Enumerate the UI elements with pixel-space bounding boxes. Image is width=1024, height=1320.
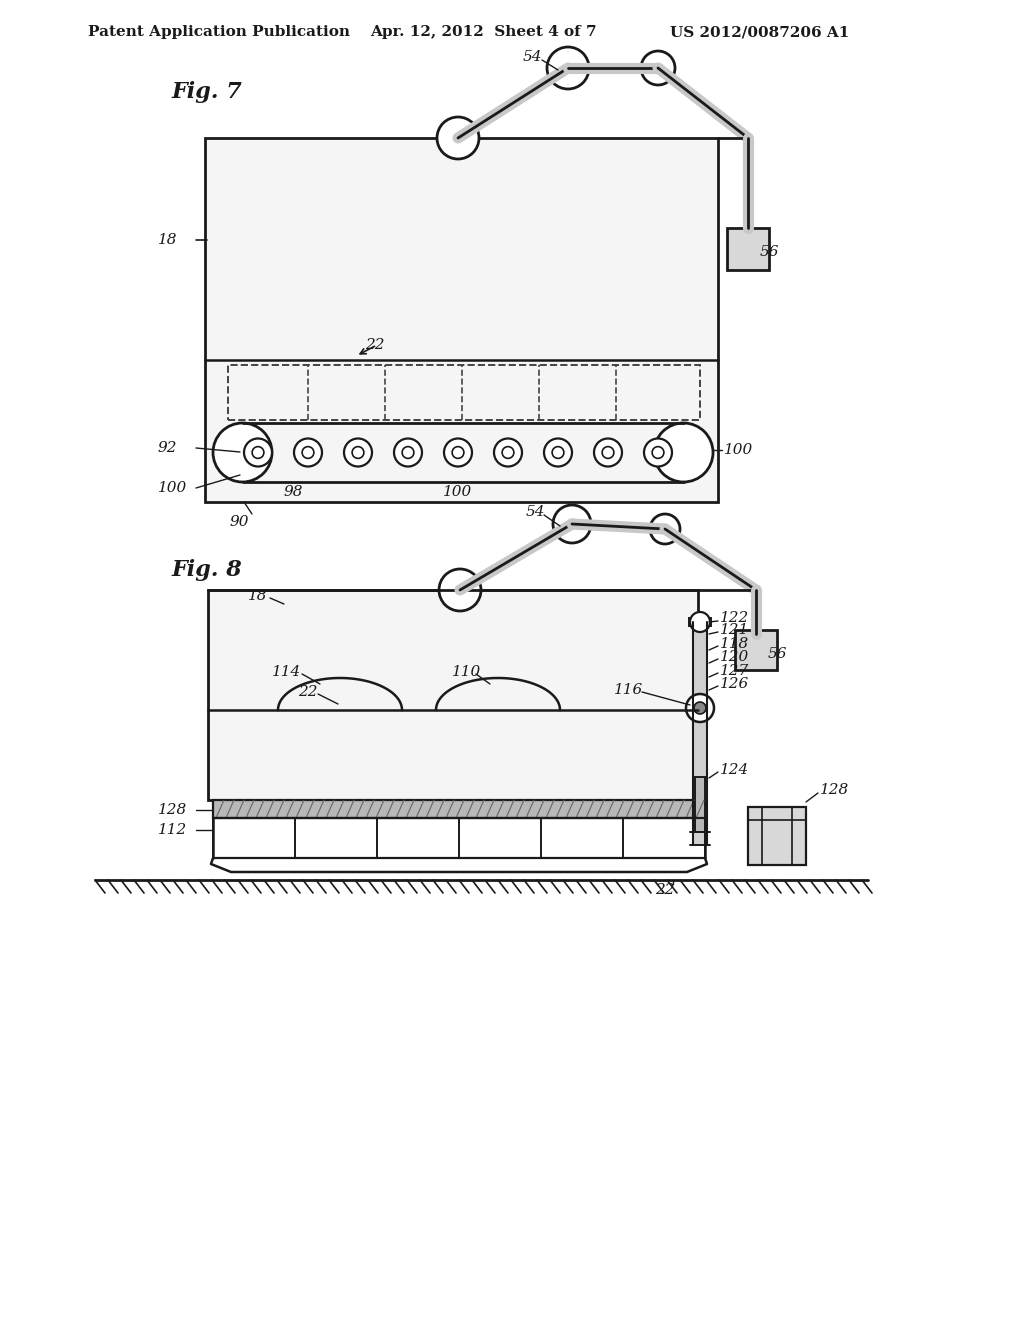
Circle shape (594, 438, 622, 466)
Circle shape (652, 446, 664, 458)
Text: 121: 121 (720, 623, 750, 638)
Circle shape (690, 612, 710, 632)
Text: Fig. 8: Fig. 8 (172, 558, 243, 581)
Text: 100: 100 (443, 484, 472, 499)
Bar (689, 618, 711, 626)
Text: 124: 124 (720, 763, 750, 777)
Circle shape (654, 422, 713, 482)
Text: 54: 54 (526, 506, 546, 519)
Bar (208, 590, 698, 800)
Circle shape (502, 446, 514, 458)
Circle shape (444, 438, 472, 466)
Text: 110: 110 (452, 665, 481, 678)
Bar (213, 800, 705, 818)
Text: 126: 126 (720, 677, 750, 690)
Circle shape (553, 506, 591, 543)
Circle shape (394, 438, 422, 466)
Text: 100: 100 (724, 444, 754, 457)
Circle shape (439, 569, 481, 611)
Bar (205, 139, 718, 502)
Text: 116: 116 (614, 682, 643, 697)
Circle shape (602, 446, 613, 458)
Text: 98: 98 (283, 484, 302, 499)
Text: US 2012/0087206 A1: US 2012/0087206 A1 (670, 25, 849, 40)
Text: 114: 114 (272, 665, 301, 678)
Circle shape (352, 446, 364, 458)
Text: 100: 100 (158, 480, 187, 495)
Text: Fig. 7: Fig. 7 (172, 81, 243, 103)
Circle shape (544, 438, 572, 466)
Circle shape (453, 446, 464, 458)
Circle shape (294, 438, 322, 466)
Text: 56: 56 (760, 246, 779, 259)
Bar (693, 622, 707, 845)
Text: 22: 22 (655, 883, 675, 898)
Circle shape (252, 446, 264, 458)
Text: Apr. 12, 2012  Sheet 4 of 7: Apr. 12, 2012 Sheet 4 of 7 (370, 25, 597, 40)
Circle shape (650, 513, 680, 544)
Circle shape (694, 702, 706, 714)
Text: 128: 128 (158, 803, 187, 817)
Text: 56: 56 (768, 647, 787, 661)
Circle shape (641, 51, 675, 84)
Text: 18: 18 (248, 589, 267, 603)
Circle shape (213, 422, 272, 482)
Text: 127: 127 (720, 664, 750, 678)
Circle shape (494, 438, 522, 466)
Text: 122: 122 (720, 611, 750, 624)
Bar (735, 630, 777, 671)
Text: 92: 92 (158, 441, 177, 455)
Circle shape (547, 48, 589, 88)
Text: 118: 118 (720, 638, 750, 651)
Bar (748, 807, 806, 865)
Text: 22: 22 (365, 338, 384, 352)
Circle shape (644, 438, 672, 466)
Text: 120: 120 (720, 649, 750, 664)
Bar (228, 366, 700, 420)
Circle shape (344, 438, 372, 466)
Circle shape (402, 446, 414, 458)
Text: 112: 112 (158, 822, 187, 837)
Circle shape (686, 694, 714, 722)
Text: 90: 90 (230, 515, 250, 529)
Bar (727, 228, 769, 271)
Circle shape (437, 117, 479, 158)
Text: 54: 54 (523, 50, 543, 63)
Circle shape (244, 438, 272, 466)
Text: 22: 22 (298, 685, 317, 700)
Circle shape (302, 446, 314, 458)
Circle shape (552, 446, 564, 458)
Text: 128: 128 (820, 783, 849, 797)
Text: 18: 18 (158, 234, 177, 247)
Text: Patent Application Publication: Patent Application Publication (88, 25, 350, 40)
Bar (695, 777, 705, 832)
